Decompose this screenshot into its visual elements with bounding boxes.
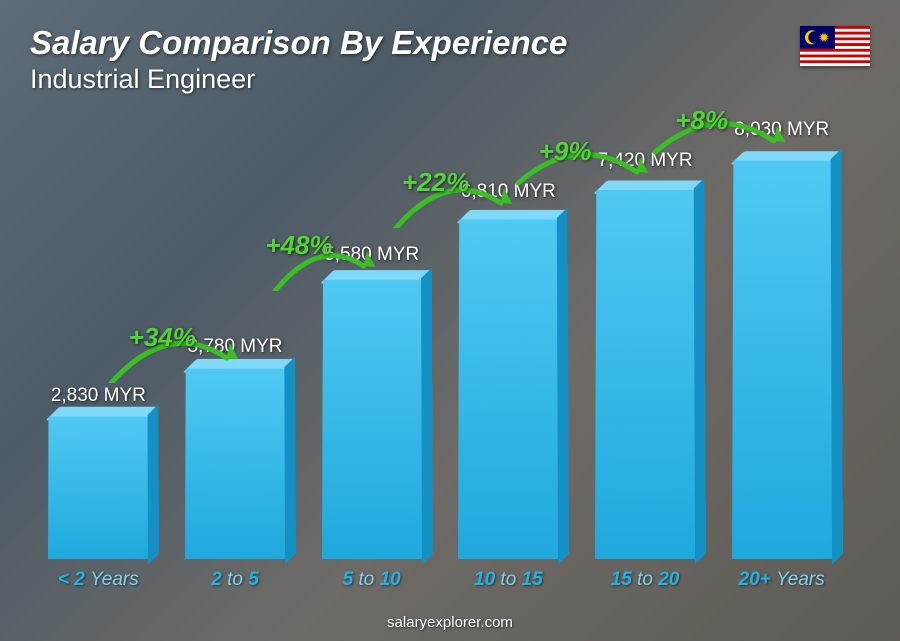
bar-value-label: 5,580 MYR (324, 244, 419, 266)
bar-group: 7,420 MYR 15 to 20 (577, 150, 714, 591)
bar (322, 280, 422, 559)
bar-front-face (458, 220, 558, 559)
flag-icon (800, 26, 870, 66)
bar-x-label: 5 to 10 (343, 569, 401, 591)
footer-credit: salaryexplorer.com (0, 614, 900, 631)
bar (48, 416, 148, 559)
bar-front-face (322, 280, 422, 559)
pct-increase-badge: +8% (675, 105, 728, 136)
pct-increase-badge: +9% (539, 136, 592, 167)
bar-side-face (421, 268, 433, 565)
bar-side-face (830, 149, 842, 565)
bar-side-face (284, 357, 296, 565)
bar-group: 8,030 MYR 20+ Years (713, 119, 850, 591)
bar-group: 5,580 MYR 5 to 10 (303, 244, 440, 591)
bar-x-label: 20+ Years (739, 569, 825, 591)
bar-group: 3,780 MYR 2 to 5 (167, 336, 304, 591)
bar-group: 6,810 MYR 10 to 15 (440, 181, 577, 591)
pct-increase-badge: +48% (265, 230, 332, 261)
bar-x-label: 15 to 20 (611, 569, 680, 591)
bar-front-face (595, 190, 695, 559)
bar (732, 161, 832, 559)
chart-title: Salary Comparison By Experience (30, 24, 870, 62)
pct-increase-badge: +34% (129, 322, 196, 353)
bar-x-label: 2 to 5 (211, 569, 259, 591)
chart-area: 2,830 MYR < 2 Years 3,780 MYR 2 to 5 5,580 M… (30, 111, 850, 591)
header: Salary Comparison By Experience Industri… (30, 24, 870, 95)
bar-value-label: 6,810 MYR (461, 181, 556, 203)
pct-increase-badge: +22% (402, 167, 469, 198)
bar-value-label: 7,420 MYR (598, 150, 693, 172)
bar-x-label: 10 to 15 (474, 569, 543, 591)
bar-value-label: 3,780 MYR (187, 336, 282, 358)
bar-side-face (148, 404, 159, 565)
bar (185, 369, 285, 559)
bar-side-face (557, 208, 569, 565)
bar (595, 190, 695, 559)
bar (458, 220, 558, 559)
bar-value-label: 2,830 MYR (51, 385, 146, 407)
bar-side-face (694, 178, 706, 564)
chart-subtitle: Industrial Engineer (30, 64, 870, 95)
bar-front-face (732, 161, 832, 559)
bar-front-face (48, 416, 148, 559)
bar-group: 2,830 MYR < 2 Years (30, 385, 167, 591)
chart-container: Salary Comparison By Experience Industri… (0, 0, 900, 641)
bar-value-label: 8,030 MYR (734, 119, 829, 141)
bar-x-label: < 2 Years (58, 569, 139, 591)
bar-front-face (185, 369, 285, 559)
